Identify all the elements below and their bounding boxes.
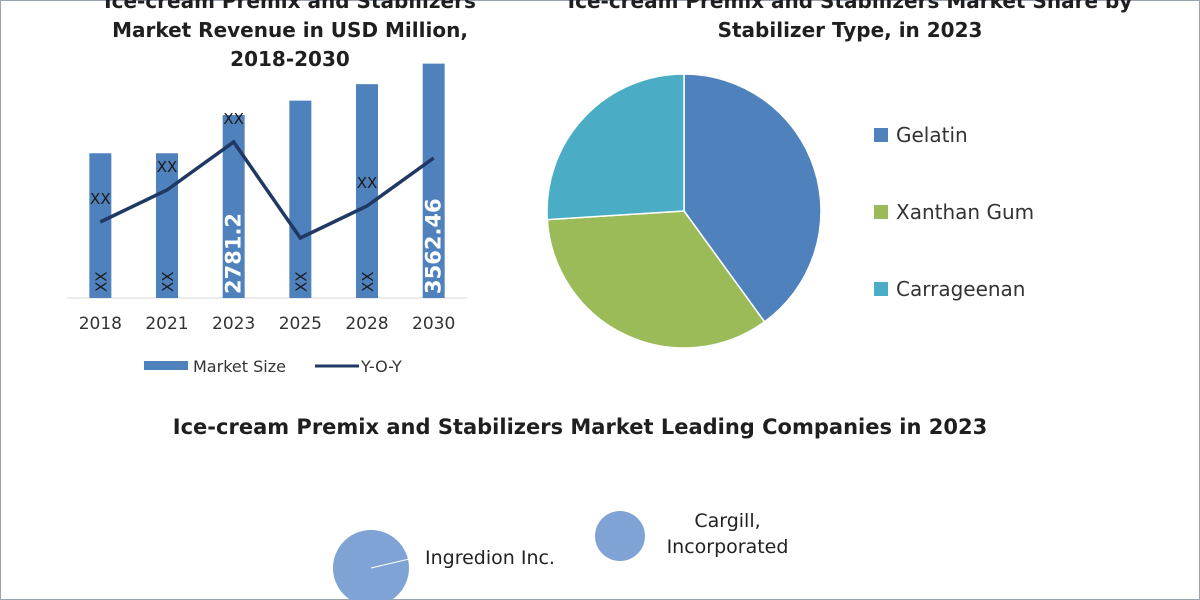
legend-label-market-size: Market Size <box>193 357 286 376</box>
pie-slice-carrageenan <box>546 73 685 221</box>
bar-label-2030: 3562.46 <box>422 198 446 294</box>
yoy-label-2028: XX <box>357 174 378 192</box>
yoy-label-2018: XX <box>90 190 111 208</box>
yoy-line <box>99 139 435 241</box>
bubble-label-ingredion: Ingredion Inc. <box>425 547 555 569</box>
x-tick-2025: 2025 <box>279 314 322 334</box>
x-tick-2018: 2018 <box>79 314 122 334</box>
pie-slice-xanthan-gum <box>546 210 766 349</box>
bubble-ingredion <box>333 530 409 600</box>
legend-label-gelatin: Gelatin <box>896 123 968 147</box>
x-tick-2028: 2028 <box>345 314 388 334</box>
bar-2023 <box>222 115 245 299</box>
bar-label-2028: XX <box>359 271 377 292</box>
bubble-label-cargill: Cargill, Incorporated <box>666 510 789 558</box>
bar-2030 <box>422 63 445 299</box>
yoy-label-2023: XX <box>223 110 244 128</box>
pie-chart-title: Ice-cream Premix and Stabilizers Market … <box>567 0 1133 42</box>
legend-item-xanthan-gum: Xanthan Gum <box>874 199 1034 225</box>
companies-title: Ice-cream Premix and Stabilizers Market … <box>172 415 988 439</box>
legend-item-carrageenan: Carrageenan <box>874 276 1034 302</box>
bubble-cargill <box>595 511 645 561</box>
x-tick-2030: 2030 <box>412 314 455 334</box>
bar-label-2018: XX <box>92 271 110 292</box>
bar-2025 <box>289 100 312 298</box>
bubble-ingredion-leader <box>370 556 419 569</box>
legend-swatch-xanthan-gum <box>874 205 888 219</box>
bar-label-2025: XX <box>292 271 310 292</box>
yoy-label-2021: XX <box>157 158 178 176</box>
bar-label-2021: XX <box>159 271 177 292</box>
legend-swatch-market-size <box>144 361 188 370</box>
bar-2021 <box>156 153 178 298</box>
bar-2018 <box>89 153 112 298</box>
x-tick-2023: 2023 <box>212 314 255 334</box>
pie-legend: Gelatin Xanthan Gum Carrageenan <box>874 122 1034 353</box>
legend-label-xanthan-gum: Xanthan Gum <box>896 200 1035 224</box>
pie-slice-gelatin <box>683 73 822 323</box>
legend-swatch-gelatin <box>874 128 888 142</box>
bar-chart-title: Ice-cream Premix and Stabilizers Market … <box>104 0 476 71</box>
legend-label-carrageenan: Carrageenan <box>896 277 1026 301</box>
legend-swatch-carrageenan <box>874 282 888 296</box>
legend-item-gelatin: Gelatin <box>874 122 1034 148</box>
bar-2028 <box>356 84 378 299</box>
x-tick-2021: 2021 <box>145 314 188 334</box>
legend-label-yoy: Y-O-Y <box>360 357 402 376</box>
bar-label-2023: 2781.2 <box>222 213 246 294</box>
